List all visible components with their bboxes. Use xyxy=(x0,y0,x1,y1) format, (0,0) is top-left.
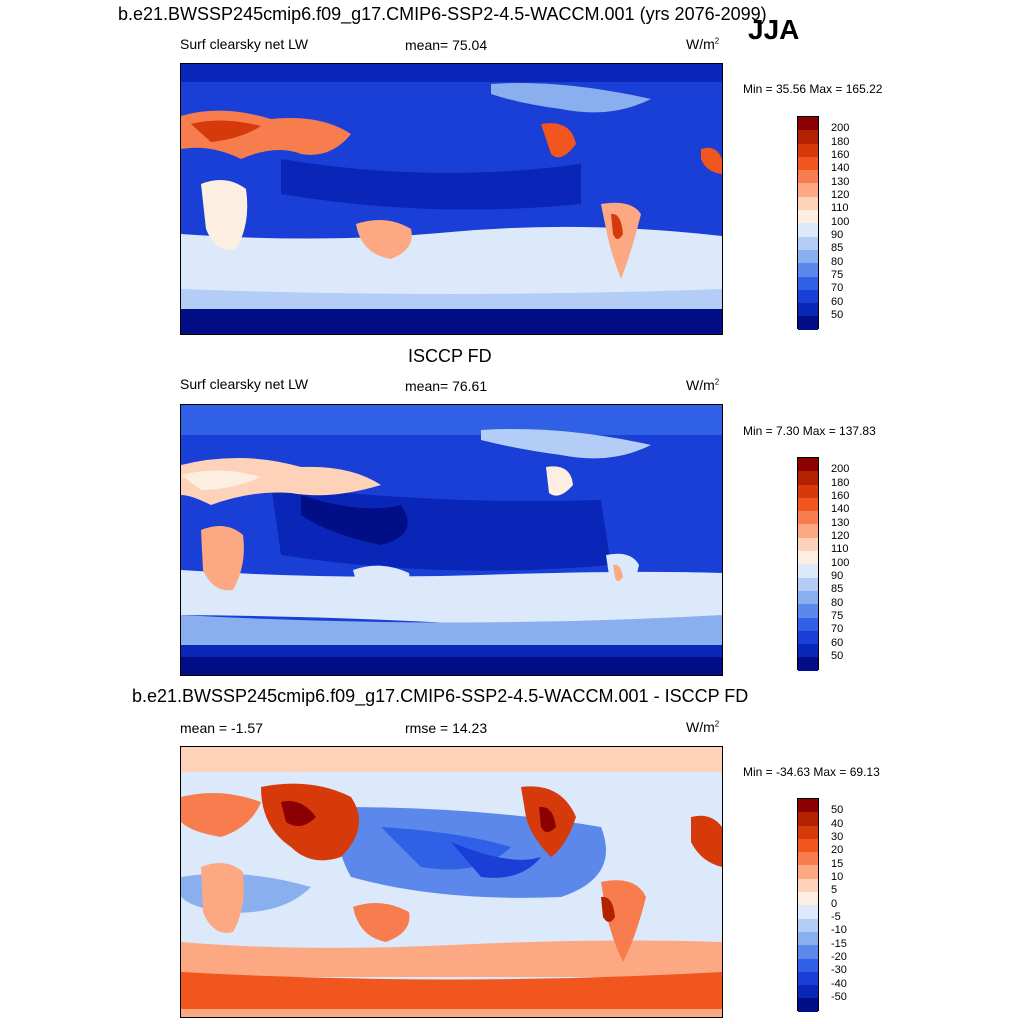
panel3-cb-label: 5 xyxy=(831,884,838,896)
panel3-mean-label: mean = -1.57 xyxy=(180,720,263,736)
panel1-minmax: Min = 35.56 Max = 165.22 xyxy=(743,82,883,96)
panel1-variable-label: Surf clearsky net LW xyxy=(180,36,309,52)
panel1-cb-label: 90 xyxy=(831,229,844,241)
panel3-cb-label: -30 xyxy=(831,964,847,976)
panel3-cb-label: -15 xyxy=(831,938,847,950)
panel2-cb-label: 120 xyxy=(831,530,850,542)
panel3-africa-land xyxy=(201,863,244,933)
panel2-cb-label: 90 xyxy=(831,570,844,582)
panel2-units: W/m2 xyxy=(686,377,720,393)
season-label: JJA xyxy=(748,14,800,45)
panel2-cb-label: 200 xyxy=(831,463,850,475)
panel2-cb-label: 140 xyxy=(831,503,850,515)
panel3-rmse-label: rmse = 14.23 xyxy=(405,720,488,736)
panel1-cb-label: 120 xyxy=(831,189,850,201)
panel2-cb-label: 80 xyxy=(831,597,844,609)
panel2-minmax: Min = 7.30 Max = 137.83 xyxy=(743,424,876,438)
panel3-cb-label: 30 xyxy=(831,831,844,843)
panel1-australia-land xyxy=(356,220,412,259)
panel1-cb-label: 85 xyxy=(831,242,844,254)
panel2-cb-label: 50 xyxy=(831,650,844,662)
panel3-cb-label: 40 xyxy=(831,818,844,830)
panel3-europe-land xyxy=(181,793,261,837)
panel1-title: b.e21.BWSSP245cmip6.f09_g17.CMIP6-SSP2-4… xyxy=(118,4,767,24)
panel1-cb-label: 100 xyxy=(831,216,850,228)
panel1-mean-label: mean= 75.04 xyxy=(405,37,488,53)
panel2-cb-label: 160 xyxy=(831,490,850,502)
panel3-samerica-land xyxy=(601,880,646,962)
panel1-cb-label: 130 xyxy=(831,176,850,188)
panel2-variable-label: Surf clearsky net LW xyxy=(180,376,309,392)
panel3-cb-label: 20 xyxy=(831,844,844,856)
panel1-cb-label: 160 xyxy=(831,149,850,161)
panel2-cb-label: 110 xyxy=(831,543,849,555)
panel2-map xyxy=(180,404,723,676)
panel3-cb-label: 0 xyxy=(831,898,838,910)
panel1-cb-label: 110 xyxy=(831,202,849,214)
panel3-cb-label: -20 xyxy=(831,951,847,963)
panel3-cb-label: -10 xyxy=(831,924,847,936)
panel1-cb-label: 50 xyxy=(831,309,844,321)
panel1-cb-label: 200 xyxy=(831,122,850,134)
panel1-cb-label: 140 xyxy=(831,162,850,174)
panel3-cb-label: 10 xyxy=(831,871,844,883)
panel1-map xyxy=(180,63,723,335)
panel3-australia-land xyxy=(353,903,410,942)
panel2-cb-label: 100 xyxy=(831,557,850,569)
panel1-units: W/m2 xyxy=(686,36,720,52)
panel1-samerica-land xyxy=(601,202,641,279)
panel2-africa-land xyxy=(201,526,244,591)
panel2-cb-label: 75 xyxy=(831,610,844,622)
panel2-title: ISCCP FD xyxy=(408,346,492,366)
panel1-cb-label: 60 xyxy=(831,296,844,308)
panel2-cb-label: 70 xyxy=(831,623,844,635)
panel3-cb-label: -40 xyxy=(831,978,847,990)
panel3-units: W/m2 xyxy=(686,719,720,735)
panel1-namerica-land xyxy=(541,123,576,158)
panel3-cb-label: 15 xyxy=(831,858,844,870)
panel1-africa-land xyxy=(201,180,248,250)
panel1-cb-label: 75 xyxy=(831,269,844,281)
panel3-title: b.e21.BWSSP245cmip6.f09_g17.CMIP6-SSP2-4… xyxy=(132,686,749,706)
panel1-cb-label: 70 xyxy=(831,282,844,294)
panel3-map xyxy=(180,746,723,1018)
panel1-cb-label: 180 xyxy=(831,136,850,148)
panel2-cb-label: 130 xyxy=(831,517,850,529)
panel2-cb-label: 60 xyxy=(831,637,844,649)
panel2-australia-land xyxy=(353,565,410,603)
panel3-cb-label: 50 xyxy=(831,804,844,816)
panel2-cb-label: 85 xyxy=(831,583,844,595)
panel2-namerica-land xyxy=(546,466,573,496)
panel2-cb-label: 180 xyxy=(831,477,850,489)
panel3-cb-label: -50 xyxy=(831,991,847,1003)
panel2-eurasia-land xyxy=(181,457,381,505)
panel3-cb-label: -5 xyxy=(831,911,841,923)
panel3-minmax: Min = -34.63 Max = 69.13 xyxy=(743,765,880,779)
panel2-mean-label: mean= 76.61 xyxy=(405,378,488,394)
panel1-cb-label: 80 xyxy=(831,256,844,268)
